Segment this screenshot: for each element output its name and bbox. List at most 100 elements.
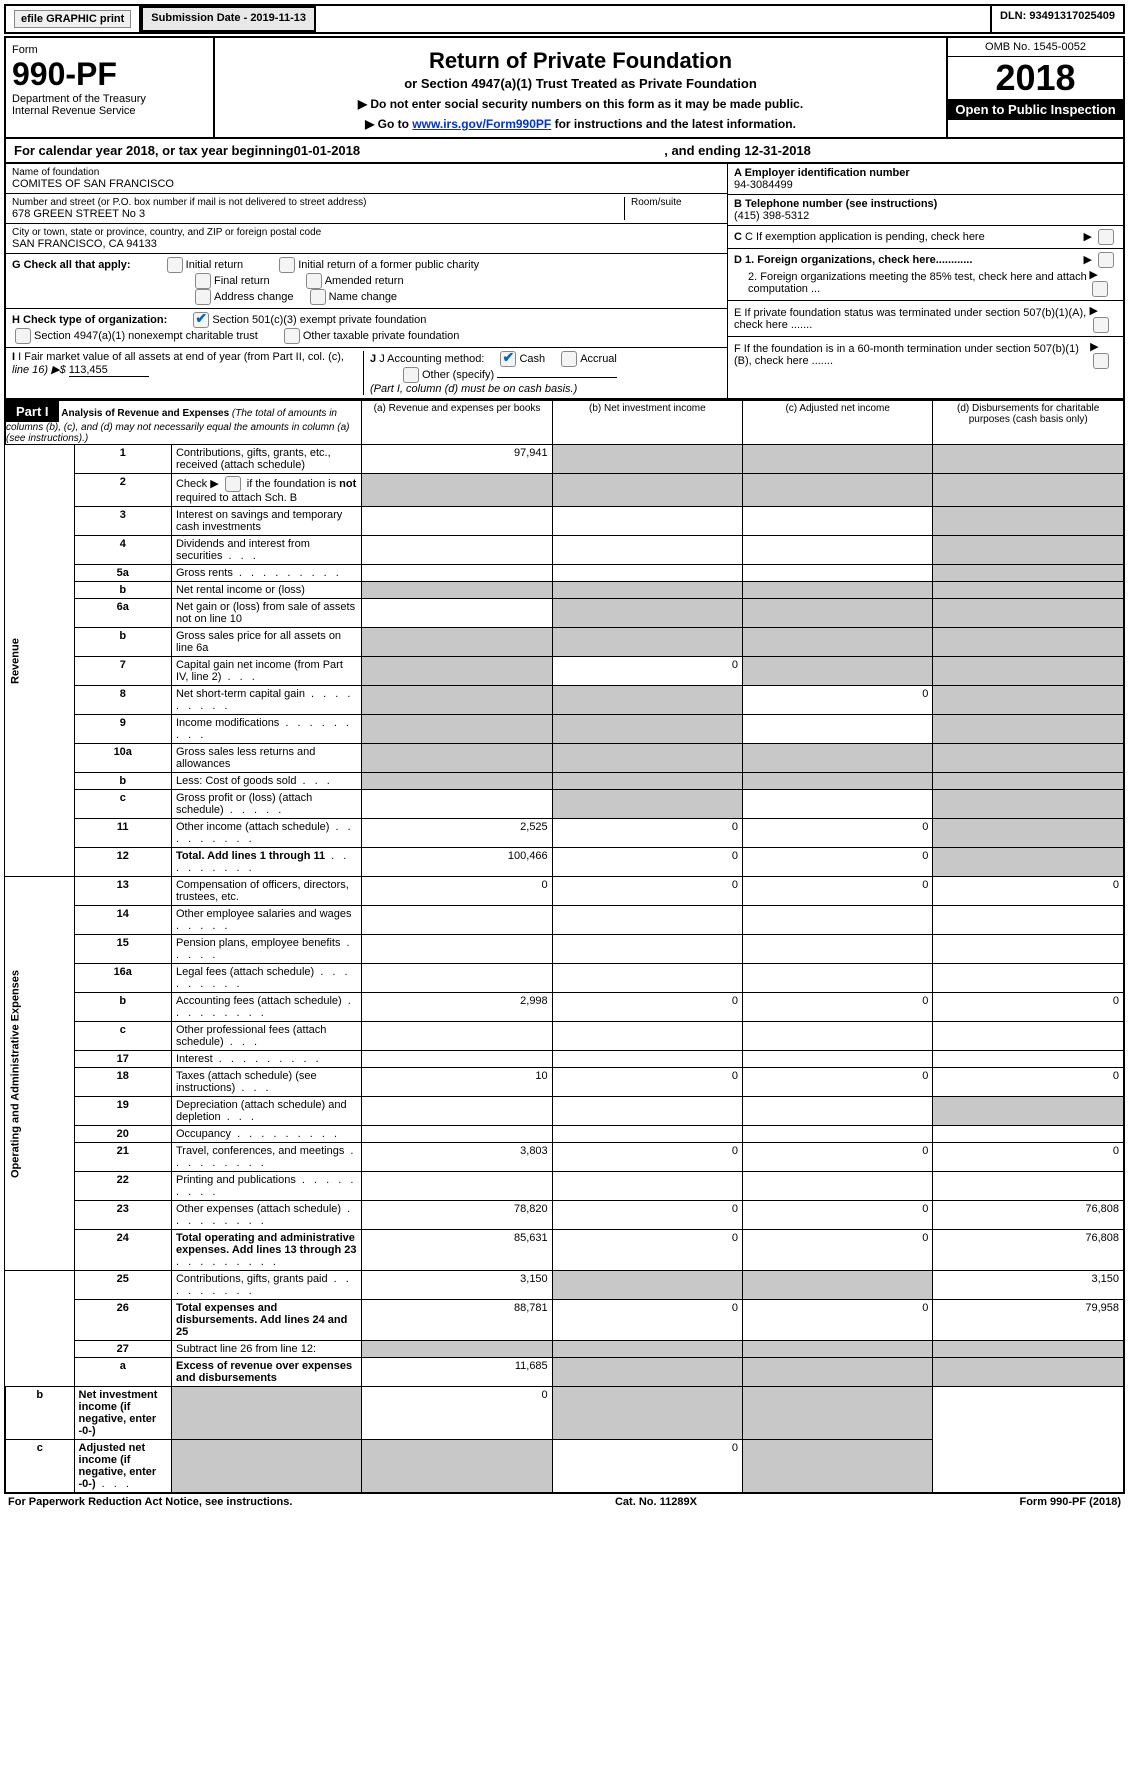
row-num: 18: [74, 1068, 171, 1097]
table-row: 25Contributions, gifts, grants paid3,150…: [5, 1271, 1124, 1300]
cell-b: 0: [552, 1143, 742, 1172]
checkbox-initial[interactable]: [167, 257, 183, 273]
cell-d: [933, 1097, 1124, 1126]
cell-b: [552, 1097, 742, 1126]
b-cell: B Telephone number (see instructions) (4…: [728, 195, 1123, 226]
cell-a: 100,466: [362, 848, 552, 877]
cell-d: [933, 906, 1124, 935]
row-desc: Accounting fees (attach schedule): [171, 993, 361, 1022]
row-num: c: [74, 1022, 171, 1051]
cal-mid-wrap: , and ending 12-31-2018: [360, 143, 1115, 158]
cal-end: 12-31-2018: [744, 143, 811, 158]
table-row: 12Total. Add lines 1 through 11100,46600: [5, 848, 1124, 877]
row-num: b: [74, 773, 171, 790]
city: SAN FRANCISCO, CA 94133: [12, 238, 721, 250]
cell-b: [552, 445, 742, 474]
g-initial: Initial return: [186, 259, 243, 271]
table-row: cOther professional fees (attach schedul…: [5, 1022, 1124, 1051]
checkbox-final[interactable]: [195, 273, 211, 289]
cell-b: [552, 1022, 742, 1051]
cell-b: [552, 565, 742, 582]
cell-b: 0: [552, 1230, 742, 1271]
checkbox-amended[interactable]: [306, 273, 322, 289]
checkbox-4947[interactable]: [15, 328, 31, 344]
cell-a: 78,820: [362, 1201, 552, 1230]
g-amended: Amended return: [325, 275, 404, 287]
j-note: (Part I, column (d) must be on cash basi…: [370, 383, 577, 395]
efile-button[interactable]: efile GRAPHIC print: [14, 10, 131, 28]
row-desc: Total operating and administrative expen…: [171, 1230, 361, 1271]
checkbox-d1[interactable]: [1098, 252, 1114, 268]
cell-c: [743, 445, 933, 474]
row-num: 10a: [74, 744, 171, 773]
header-block: Form 990-PF Department of the Treasury I…: [4, 36, 1125, 139]
h-501: Section 501(c)(3) exempt private foundat…: [212, 314, 426, 326]
info-right: A Employer identification number 94-3084…: [727, 164, 1123, 398]
subtitle: or Section 4947(a)(1) Trust Treated as P…: [225, 76, 936, 91]
row-num: 27: [74, 1341, 171, 1358]
cell-d: [933, 507, 1124, 536]
table-row: 19Depreciation (attach schedule) and dep…: [5, 1097, 1124, 1126]
checkbox-d2[interactable]: [1092, 281, 1108, 297]
cell-c: 0: [743, 848, 933, 877]
cell-c: [743, 964, 933, 993]
row-num: 3: [74, 507, 171, 536]
cell-c: [743, 536, 933, 565]
header-mid: Return of Private Foundation or Section …: [215, 38, 946, 137]
checkbox-schb[interactable]: [225, 476, 241, 492]
checkbox-name[interactable]: [310, 289, 326, 305]
cell-a: 3,150: [362, 1271, 552, 1300]
dept: Department of the Treasury: [12, 93, 207, 105]
row-desc: Other income (attach schedule): [171, 819, 361, 848]
cell-d: [933, 744, 1124, 773]
row-num: 9: [74, 715, 171, 744]
cell-a: [362, 1097, 552, 1126]
cell-d: [933, 1358, 1124, 1387]
checkbox-other-taxable[interactable]: [284, 328, 300, 344]
checkbox-other-method[interactable]: [403, 367, 419, 383]
cell-c: [743, 628, 933, 657]
checkbox-501c3[interactable]: [193, 312, 209, 328]
checkbox-cash[interactable]: [500, 351, 516, 367]
table-row: cAdjusted net income (if negative, enter…: [5, 1440, 1124, 1494]
checkbox-c[interactable]: [1098, 229, 1114, 245]
row-desc: Less: Cost of goods sold: [171, 773, 361, 790]
form-number: 990-PF: [12, 56, 207, 93]
title: Return of Private Foundation: [225, 48, 936, 74]
table-row: 21Travel, conferences, and meetings3,803…: [5, 1143, 1124, 1172]
table-row: 4Dividends and interest from securities: [5, 536, 1124, 565]
cell-b: [552, 790, 742, 819]
cell-d: [743, 1387, 933, 1440]
row-num: 5a: [74, 565, 171, 582]
row-desc: Contributions, gifts, grants paid: [171, 1271, 361, 1300]
row-desc: Net gain or (loss) from sale of assets n…: [171, 599, 361, 628]
cell-c: [743, 1126, 933, 1143]
cell-a: [362, 935, 552, 964]
checkbox-initial-former[interactable]: [279, 257, 295, 273]
checkbox-f[interactable]: [1093, 353, 1109, 369]
omb: OMB No. 1545-0052: [948, 38, 1123, 57]
cell-a: [362, 582, 552, 599]
cell-d: 0: [933, 1143, 1124, 1172]
checkbox-e[interactable]: [1093, 317, 1109, 333]
cell-d: [933, 657, 1124, 686]
f-cell: F If the foundation is in a 60-month ter…: [728, 337, 1123, 372]
cell-b: [552, 582, 742, 599]
e-cell: E If private foundation status was termi…: [728, 301, 1123, 337]
table-row: 20Occupancy: [5, 1126, 1124, 1143]
cell-c: 0: [743, 993, 933, 1022]
table-row: 5aGross rents: [5, 565, 1124, 582]
info-left: Name of foundation COMITES OF SAN FRANCI…: [6, 164, 727, 398]
cell-d: 0: [933, 1068, 1124, 1097]
checkbox-address[interactable]: [195, 289, 211, 305]
checkbox-accrual[interactable]: [561, 351, 577, 367]
row-desc: Pension plans, employee benefits: [171, 935, 361, 964]
row-desc: Capital gain net income (from Part IV, l…: [171, 657, 361, 686]
cal-begin: 01-01-2018: [294, 143, 361, 158]
cell-b: 0: [552, 819, 742, 848]
city-cell: City or town, state or province, country…: [6, 224, 727, 254]
form-link[interactable]: www.irs.gov/Form990PF: [412, 117, 551, 131]
row-desc: Check ▶ if the foundation is not require…: [171, 474, 361, 507]
cell-d: [933, 599, 1124, 628]
cell-c: 0: [743, 1143, 933, 1172]
